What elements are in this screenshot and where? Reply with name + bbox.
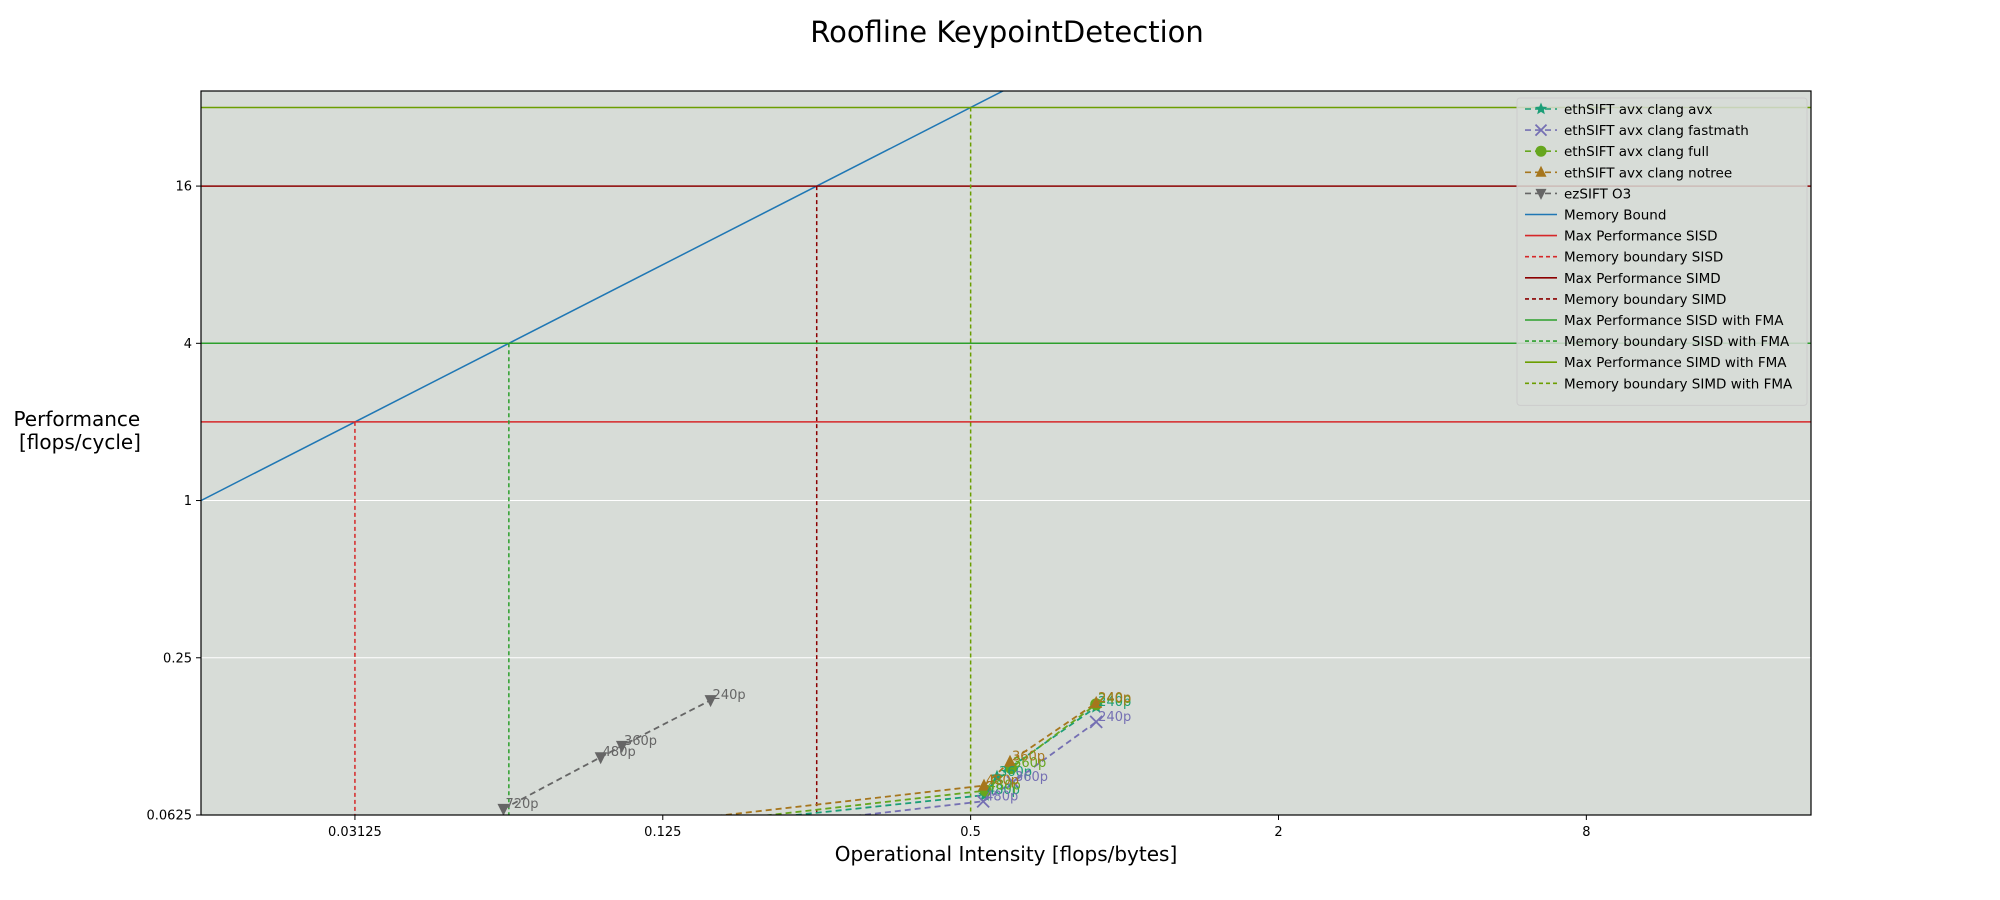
x-tick-label: 0.125	[644, 825, 681, 840]
y-tick-label: 1	[184, 494, 192, 509]
y-tick-label: 16	[175, 180, 192, 195]
data-point-ethsift-avx-clang-notree	[1090, 695, 1103, 708]
point-label: 360p	[624, 734, 657, 749]
point-label: 720p	[505, 797, 538, 812]
legend-label-ethsift-avx-clang-fastmath: ethSIFT avx clang fastmath	[1564, 123, 1749, 139]
point-label: 360p	[1015, 770, 1048, 785]
legend-label-ethsift-avx-clang-notree: ethSIFT avx clang notree	[1564, 165, 1732, 181]
legend-label-max-performance-simd: Max Performance SIMD	[1564, 271, 1721, 287]
point-label: 360p	[1012, 750, 1045, 765]
legend-label-max-performance-sisd-with-fma: Max Performance SISD with FMA	[1564, 313, 1784, 329]
legend-marker-ethsift-avx-clang-notree	[1535, 165, 1547, 177]
data-point-ezsift-o3	[497, 803, 510, 815]
point-label: 480p	[987, 783, 1020, 798]
data-point-ethsift-avx-clang-notree	[977, 778, 990, 791]
point-label: 240p	[1098, 691, 1131, 706]
legend-label-ethsift-avx-clang-avx: ethSIFT avx clang avx	[1564, 102, 1712, 118]
x-tick-label: 0.03125	[328, 825, 382, 840]
data-point-ethsift-avx-clang-notree	[1004, 754, 1017, 767]
x-axis-label: Operational Intensity [flops/bytes]	[835, 842, 1178, 866]
legend-label-memory-boundary-sisd-with-fma: Memory boundary SISD with FMA	[1564, 334, 1790, 350]
y-axis-label-line-1: Performance	[13, 407, 140, 431]
point-label: 480p	[603, 745, 636, 760]
data-point-ethsift-avx-clang-fastmath	[1089, 715, 1103, 729]
legend-marker-ethsift-avx-clang-avx	[1534, 102, 1548, 115]
series-line-ezsift-o3	[503, 699, 712, 810]
legend: ethSIFT avx clang avx ethSIFT avx clang f…	[1516, 97, 1808, 406]
series-line-ethsift-avx-clang-avx	[787, 706, 1097, 815]
data-point-ethsift-avx-clang-fastmath	[1006, 775, 1020, 789]
legend-label-max-performance-sisd: Max Performance SISD	[1564, 229, 1718, 245]
y-tick-label: 4	[184, 337, 192, 352]
y-axis-label-line-2: [flops/cycle]	[19, 430, 141, 454]
data-point-ezsift-o3	[615, 740, 628, 753]
point-label: 480p	[986, 774, 1019, 789]
roofline-memory-bound	[201, 91, 1005, 502]
series-line-ethsift-avx-clang-fastmath	[854, 721, 1097, 815]
y-tick-label: 0.25	[163, 651, 192, 666]
legend-marker-ethsift-avx-clang-full	[1535, 145, 1547, 157]
data-series	[497, 695, 1103, 815]
legend-label-memory-bound: Memory Bound	[1564, 208, 1666, 224]
point-label: 360p	[1013, 756, 1046, 771]
legend-marker-ezsift-o3	[1535, 188, 1547, 200]
point-label: 480p	[985, 789, 1018, 804]
y-axis-label: Performance [flops/cycle]	[13, 407, 146, 454]
point-labels: 480p360p240p480p360p240p480p360p240p480p…	[505, 688, 1131, 812]
data-point-ethsift-avx-clang-avx	[990, 769, 1004, 783]
data-point-ezsift-o3	[594, 752, 607, 765]
point-label: 240p	[1098, 692, 1131, 707]
legend-label-memory-boundary-simd-with-fma: Memory boundary SIMD with FMA	[1564, 376, 1793, 392]
point-label: 480p	[988, 779, 1021, 794]
legend-marker-ethsift-avx-clang-fastmath	[1534, 123, 1548, 137]
y-tick-label: 0.0625	[147, 809, 193, 824]
legend-label-ezsift-o3: ezSIFT O3	[1564, 186, 1631, 202]
x-tick-label: 8	[1582, 825, 1590, 840]
legend-box	[1516, 97, 1808, 406]
data-point-ethsift-avx-clang-fastmath	[976, 794, 990, 808]
legend-label-ethsift-avx-clang-full: ethSIFT avx clang full	[1564, 144, 1709, 160]
plot-frame	[200, 90, 1812, 816]
legend-label-max-performance-simd-with-fma: Max Performance SIMD with FMA	[1564, 355, 1787, 371]
axis-ticks: 0.0625 0.25 1 4 16 0.03125 0.125 0.5 2 8	[147, 180, 1591, 840]
legend-label-memory-boundary-sisd: Memory boundary SISD	[1564, 250, 1723, 266]
legend-label-memory-boundary-simd: Memory boundary SIMD	[1564, 292, 1726, 308]
point-label: 240p	[1098, 695, 1131, 710]
x-tick-label: 0.5	[960, 825, 981, 840]
chart-title: Roofline KeypointDetection	[810, 15, 1204, 49]
point-label: 360p	[999, 765, 1032, 780]
x-tick-label: 2	[1274, 825, 1282, 840]
point-label: 240p	[713, 688, 746, 703]
point-label: 240p	[1098, 710, 1131, 725]
data-point-ezsift-o3	[704, 695, 717, 708]
